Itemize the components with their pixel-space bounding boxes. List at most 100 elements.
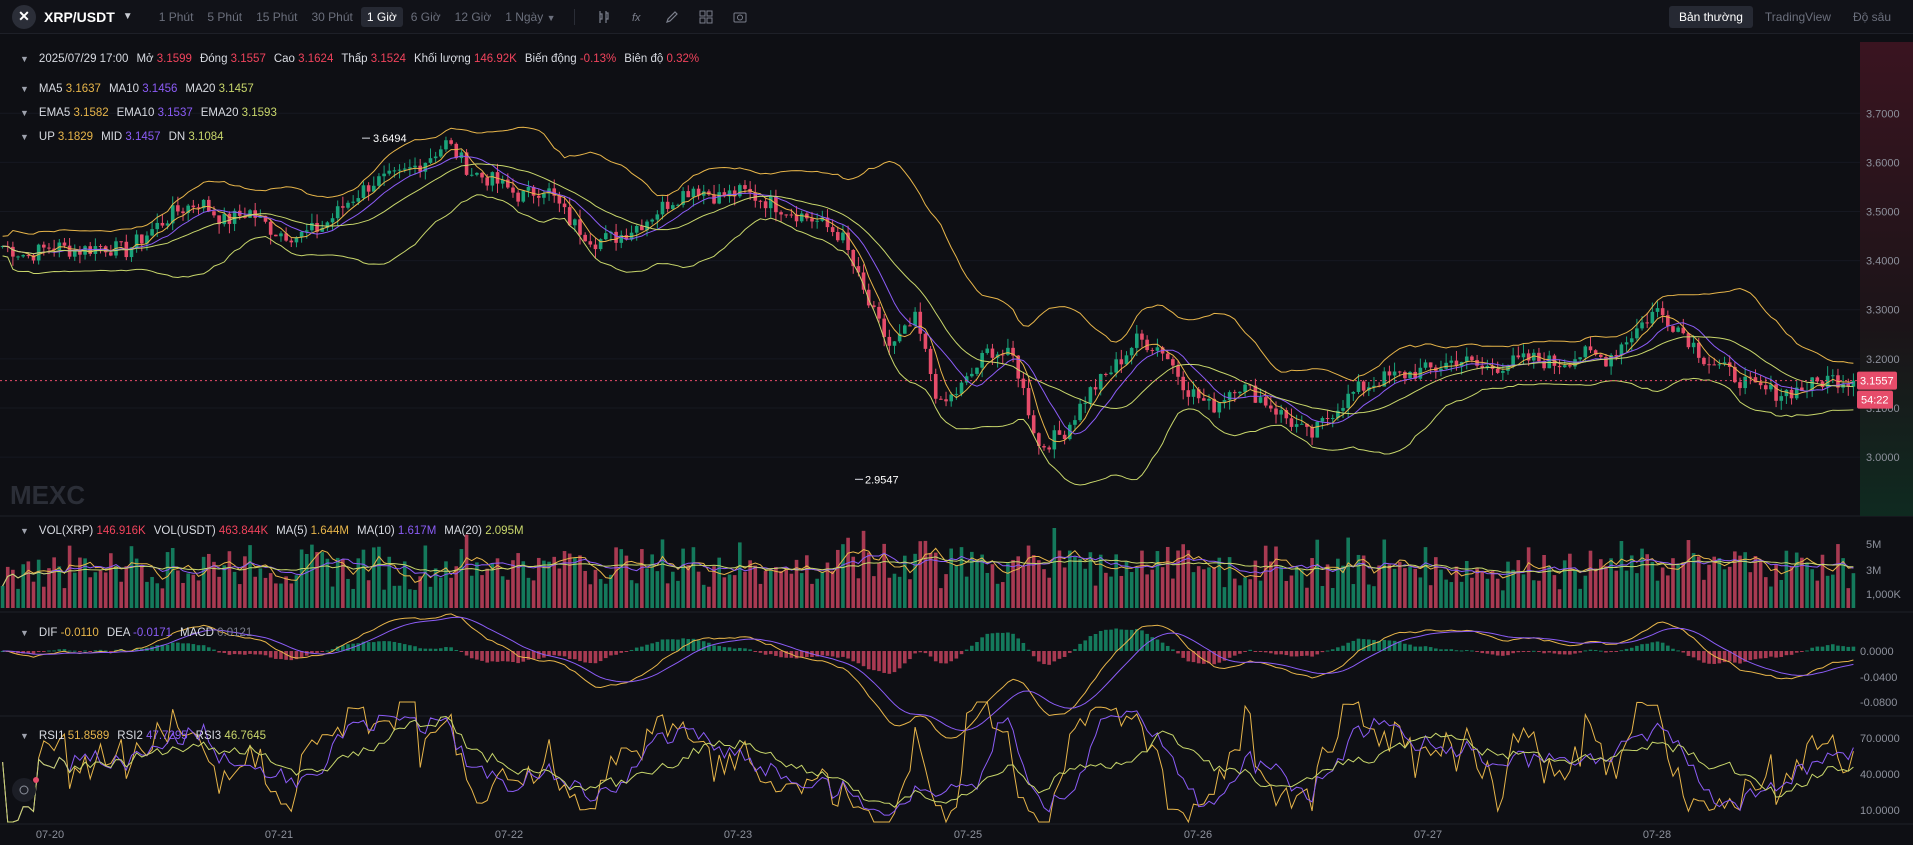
volume-bar: [866, 552, 871, 608]
volume-bar: [851, 556, 856, 608]
ohlc-legend: ▼ 2025/07/29 17:00 Mở 3.1599 Đóng 3.1557…: [20, 53, 699, 65]
candle-body: [1330, 418, 1335, 420]
view-depth[interactable]: Độ sâu: [1852, 10, 1891, 24]
layout-grid-icon[interactable]: [698, 9, 714, 25]
draw-pencil-icon[interactable]: [664, 9, 680, 25]
macd-hist-bar: [799, 651, 804, 658]
volume-bar: [1248, 579, 1253, 608]
price-tick-label: 3.3000: [1866, 305, 1900, 317]
interval-12h[interactable]: 12 Giờ: [454, 9, 492, 24]
volume-bar: [1836, 544, 1840, 608]
candle-body: [155, 222, 160, 230]
candle-type-icon[interactable]: [596, 9, 612, 25]
candle-body: [1093, 387, 1098, 390]
volume-bar: [83, 558, 87, 608]
chevron-down-icon[interactable]: ▼: [20, 132, 29, 142]
volume-bar: [500, 576, 505, 608]
chart-settings-button[interactable]: [12, 777, 39, 802]
volume-bar: [387, 556, 392, 608]
macd-label: MACD: [180, 627, 214, 639]
macd-hist-bar: [1727, 651, 1732, 662]
chevron-down-icon[interactable]: ▼: [20, 628, 29, 638]
chevron-down-icon[interactable]: ▼: [20, 54, 29, 64]
rsi-tick-label: 40.0000: [1860, 769, 1900, 781]
candle-body: [913, 311, 917, 326]
macd-hist-bar: [1454, 650, 1459, 652]
volume-bar: [789, 573, 794, 608]
macd-hist-bar: [841, 651, 845, 657]
macd-hist-bar: [1232, 651, 1237, 656]
volume-bar: [949, 548, 954, 608]
volume-bar: [1593, 568, 1598, 608]
macd-hist-bar: [1836, 645, 1840, 651]
interval-5m[interactable]: 5 Phút: [207, 9, 243, 24]
volume-bar: [397, 585, 402, 608]
view-switch: Bản thường TradingView Độ sâu: [1668, 6, 1901, 28]
ema10-value: 3.1537: [157, 107, 193, 119]
volume-bar: [1464, 560, 1469, 608]
macd-hist-bar: [939, 651, 943, 664]
volume-bar: [289, 583, 294, 608]
volume-bar: [1676, 565, 1680, 608]
macd-hist-bar: [1408, 644, 1412, 651]
vol-ma10-label: MA(10): [357, 525, 395, 537]
candle-body: [181, 211, 185, 214]
interval-1h[interactable]: 1 Giờ: [360, 6, 403, 27]
candle-body: [1104, 373, 1108, 375]
candle-body: [1299, 423, 1304, 425]
price-chart[interactable]: 3.7000 3.6000 3.5000 3.4000 3.3000 3.2000 3.10…: [0, 34, 1913, 845]
symbol-selector[interactable]: XRP/USDT ▼: [44, 9, 133, 25]
candle-body: [475, 172, 479, 175]
chevron-down-icon[interactable]: ▼: [20, 731, 29, 741]
chevron-down-icon[interactable]: ▼: [20, 108, 29, 118]
view-tradingview[interactable]: TradingView: [1764, 10, 1831, 24]
candle-body: [1428, 362, 1433, 368]
macd-hist-bar: [1346, 642, 1350, 651]
volume-bar: [16, 588, 20, 608]
ma20-label: MA20: [185, 83, 216, 95]
macd-hist-bar: [1516, 651, 1521, 653]
indicator-fx-icon[interactable]: fx: [630, 9, 646, 25]
candle-body: [567, 207, 572, 226]
interval-30m[interactable]: 30 Phút: [311, 9, 353, 24]
volume-bar: [1238, 585, 1242, 608]
camera-icon[interactable]: [732, 9, 748, 25]
candle-body: [134, 234, 139, 248]
macd-hist-bar: [1098, 630, 1103, 651]
macd-hist-bar: [490, 651, 495, 662]
volume-bar: [985, 572, 990, 608]
volume-bar: [944, 574, 948, 608]
interval-tabs: 1 Phút 5 Phút 15 Phút 30 Phút 1 Giờ 6 Gi…: [153, 6, 562, 27]
chevron-down-icon[interactable]: ▼: [20, 84, 29, 94]
candle-body: [176, 205, 180, 212]
chevron-down-icon[interactable]: ▼: [20, 526, 29, 536]
volume-bar: [1671, 558, 1675, 608]
volume-bar: [1629, 555, 1634, 608]
volume-bar: [1526, 547, 1531, 608]
candle-body: [1325, 418, 1330, 420]
candle-body: [598, 239, 603, 250]
volume-bar: [774, 566, 778, 608]
volume-bar: [134, 558, 139, 608]
dif-value: -0.0110: [60, 627, 99, 639]
interval-1d[interactable]: 1 Ngày ▼: [505, 9, 556, 24]
view-normal[interactable]: Bản thường: [1668, 6, 1753, 28]
volume-bar: [516, 553, 520, 608]
volume-bar: [640, 549, 644, 608]
volume-bar: [1160, 567, 1165, 608]
candle-body: [1176, 365, 1180, 377]
candle-body: [1165, 353, 1170, 360]
interval-15m[interactable]: 15 Phút: [256, 9, 298, 24]
candle-body: [1712, 364, 1717, 366]
interval-6h[interactable]: 6 Giờ: [410, 9, 441, 24]
interval-1m[interactable]: 1 Phút: [158, 9, 194, 24]
volume-bar: [1202, 569, 1206, 608]
volume-bar: [1516, 560, 1521, 608]
candle-body: [1846, 384, 1851, 387]
macd-hist-bar: [1691, 651, 1696, 658]
volume-bar: [57, 566, 62, 608]
volume-bar: [232, 571, 237, 608]
volume-bar: [1485, 578, 1490, 608]
candle-body: [1511, 355, 1515, 366]
candle-body: [1062, 434, 1067, 440]
